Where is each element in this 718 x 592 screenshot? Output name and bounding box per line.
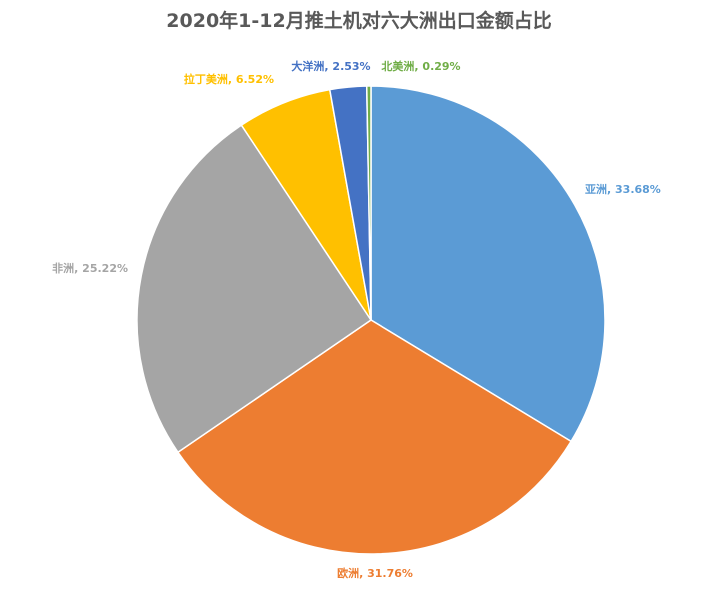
pie-slice-2 [176, 319, 573, 555]
pie-slices [136, 85, 606, 555]
data-label-2: 欧洲, 31.76% [337, 566, 413, 580]
data-label-6: 北美洲, 0.29% [381, 59, 460, 73]
data-label-1: 亚洲, 33.68% [585, 183, 661, 196]
pie-slice-1 [370, 85, 606, 443]
data-label-4: 拉丁美洲, 6.52% [184, 72, 274, 86]
data-label-5: 大洋洲, 2.53% [291, 59, 370, 73]
data-label-3: 非洲, 25.22% [52, 261, 128, 275]
pie-data-labels: 亚洲, 33.68% 欧洲, 31.76% 非洲, 25.22% 拉丁美洲, 6.52… [52, 59, 661, 580]
pie-slice-6 [365, 85, 372, 321]
pie-slice-3 [136, 124, 373, 454]
chart-title: 2020年1-12月推土机对六大洲出口金额占比 [166, 10, 552, 32]
